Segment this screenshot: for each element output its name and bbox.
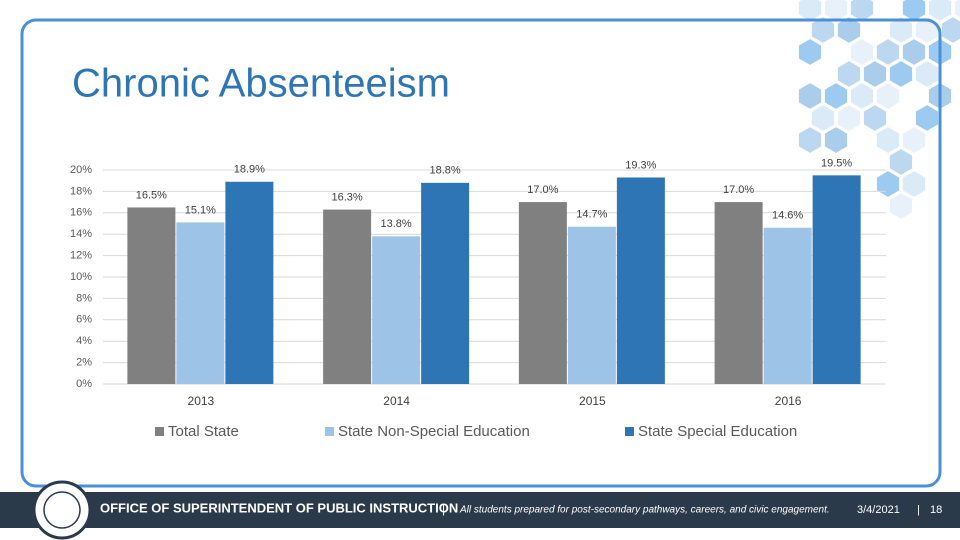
hexagon xyxy=(822,124,850,156)
hexagon xyxy=(900,36,928,68)
hexagon xyxy=(874,124,902,156)
hexagon xyxy=(848,0,876,24)
hexagon xyxy=(848,36,876,68)
footer-bar xyxy=(0,492,960,528)
value-label: 15.1% xyxy=(185,204,216,216)
bar xyxy=(176,222,225,384)
hexagon xyxy=(809,14,837,46)
y-tick-label: 20% xyxy=(70,164,92,176)
hexagon xyxy=(926,0,954,24)
hexagon xyxy=(939,14,960,46)
legend-label: State Non-Special Education xyxy=(338,423,530,440)
bar xyxy=(323,209,372,384)
y-tick-label: 16% xyxy=(70,207,92,219)
legend-swatch xyxy=(625,427,634,436)
seal xyxy=(32,480,92,540)
hexagon xyxy=(952,0,960,20)
hexagon xyxy=(887,58,915,90)
hexagon xyxy=(874,80,902,112)
chart-title: Chronic Absenteeism xyxy=(72,62,450,106)
legend-label: Total State xyxy=(168,423,239,440)
hexagon xyxy=(874,36,902,68)
bar xyxy=(518,202,567,384)
legend-swatch xyxy=(325,427,334,436)
legend-swatch xyxy=(155,427,164,436)
y-tick-label: 4% xyxy=(76,335,92,347)
hexagon xyxy=(796,124,824,156)
value-label: 14.6% xyxy=(772,210,803,222)
hexagon xyxy=(848,80,876,112)
x-tick-label: 2013 xyxy=(188,394,215,408)
y-tick-label: 0% xyxy=(76,378,92,390)
hexagon xyxy=(796,80,824,112)
hexagon xyxy=(861,102,889,134)
legend-label: State Special Education xyxy=(638,423,797,440)
hexagon xyxy=(835,58,863,90)
hexagon xyxy=(887,190,915,222)
bar xyxy=(714,202,763,384)
seal-inner xyxy=(43,491,81,529)
value-label: 18.8% xyxy=(430,165,461,177)
hexagon xyxy=(861,58,889,90)
bar xyxy=(127,207,176,384)
x-tick-label: 2016 xyxy=(775,394,802,408)
x-tick-label: 2014 xyxy=(383,394,410,408)
hexagon xyxy=(822,0,850,24)
value-label: 17.0% xyxy=(723,184,754,196)
y-tick-label: 8% xyxy=(76,292,92,304)
footer-page: 18 xyxy=(930,504,942,516)
value-label: 16.3% xyxy=(332,191,363,203)
footer-tagline: All students prepared for post-secondary… xyxy=(459,505,830,516)
hexagon xyxy=(809,102,837,134)
footer-office: OFFICE OF SUPERINTENDENT OF PUBLIC INSTR… xyxy=(100,500,458,515)
hexagon xyxy=(796,36,824,68)
hexagon xyxy=(822,80,850,112)
bar xyxy=(225,181,274,384)
value-label: 14.7% xyxy=(576,209,607,221)
plot: 0% 2% 4% 6% 8% 10% 12% 14% 16% 18% 20% 2013 16.5% 15.… xyxy=(70,157,886,440)
hexagon xyxy=(900,124,928,156)
y-tick-label: 2% xyxy=(76,357,92,369)
value-label: 16.5% xyxy=(136,189,167,201)
bar xyxy=(567,226,616,384)
hexagon xyxy=(887,14,915,46)
y-tick-label: 18% xyxy=(70,185,92,197)
bar xyxy=(421,182,470,384)
slide-frame xyxy=(20,18,942,488)
footer-separator: | xyxy=(442,502,445,516)
y-tick-label: 10% xyxy=(70,271,92,283)
value-label: 13.8% xyxy=(381,218,412,230)
value-label: 19.3% xyxy=(625,159,656,171)
value-label: 17.0% xyxy=(527,184,558,196)
hexagon xyxy=(900,168,928,200)
bar xyxy=(763,227,812,384)
hexagon xyxy=(835,14,863,46)
hexagon xyxy=(900,0,928,24)
bar xyxy=(616,177,665,384)
hexagon xyxy=(835,102,863,134)
hexagon xyxy=(796,0,824,24)
y-tick-label: 6% xyxy=(76,314,92,326)
bar xyxy=(372,236,421,384)
footer-date: 3/4/2021 xyxy=(857,504,900,516)
y-tick-label: 12% xyxy=(70,250,92,262)
hexagon-decoration xyxy=(796,0,960,222)
x-tick-label: 2015 xyxy=(579,394,606,408)
footer-divider: | xyxy=(917,504,920,516)
hexagon xyxy=(887,146,915,178)
y-tick-label: 14% xyxy=(70,228,92,240)
bar xyxy=(812,175,861,384)
value-label: 18.9% xyxy=(234,164,265,176)
value-label: 19.5% xyxy=(821,157,852,169)
